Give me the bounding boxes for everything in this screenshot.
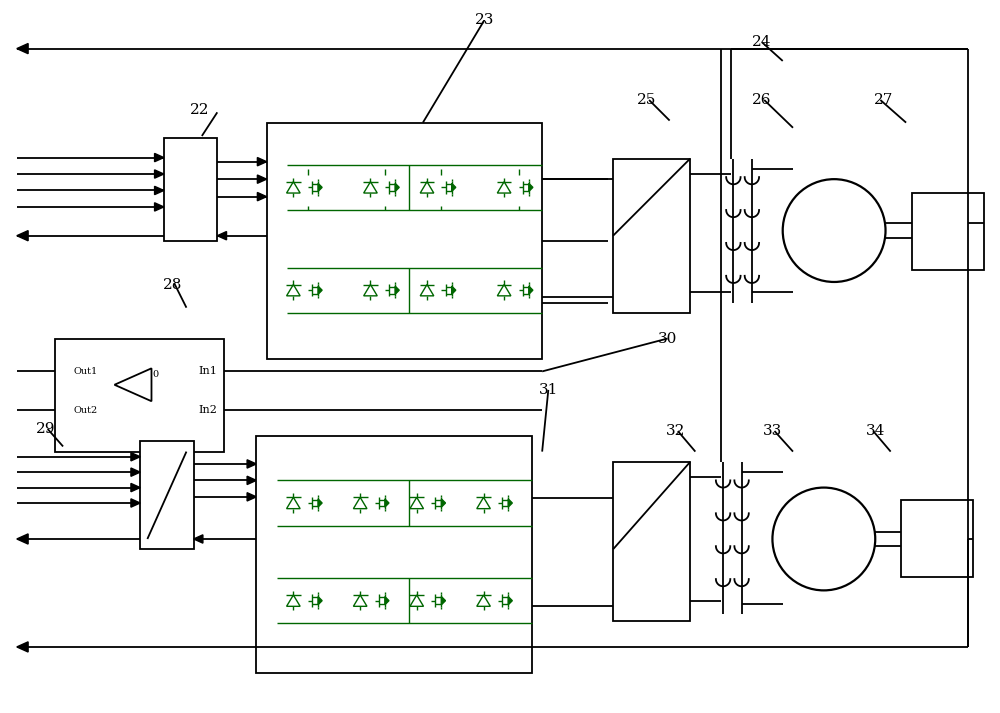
Text: 31: 31 <box>539 383 558 397</box>
Circle shape <box>772 488 875 590</box>
Polygon shape <box>287 498 300 508</box>
Bar <box>256 436 532 672</box>
Circle shape <box>783 179 886 282</box>
Polygon shape <box>131 453 140 461</box>
Polygon shape <box>247 476 256 485</box>
Bar <box>267 123 542 359</box>
Bar <box>901 500 973 577</box>
Polygon shape <box>247 460 256 468</box>
Bar <box>140 441 194 549</box>
Polygon shape <box>114 369 151 401</box>
Polygon shape <box>287 182 300 193</box>
Text: 0: 0 <box>153 370 159 379</box>
Polygon shape <box>420 284 434 296</box>
Polygon shape <box>385 499 389 507</box>
Polygon shape <box>17 642 28 652</box>
Polygon shape <box>155 202 164 211</box>
Polygon shape <box>452 286 456 294</box>
Text: 29: 29 <box>36 422 55 436</box>
Polygon shape <box>364 182 377 193</box>
Polygon shape <box>395 183 399 192</box>
Bar <box>613 462 690 621</box>
Text: 26: 26 <box>752 93 772 107</box>
Text: 23: 23 <box>475 13 494 27</box>
Polygon shape <box>353 498 367 508</box>
Polygon shape <box>257 175 267 183</box>
Text: 24: 24 <box>752 36 772 49</box>
Polygon shape <box>441 597 446 605</box>
Polygon shape <box>287 595 300 606</box>
Text: Out1: Out1 <box>73 367 98 376</box>
Polygon shape <box>508 597 512 605</box>
Polygon shape <box>257 158 267 166</box>
Polygon shape <box>508 499 512 507</box>
Polygon shape <box>420 182 434 193</box>
Polygon shape <box>318 597 322 605</box>
Polygon shape <box>529 183 533 192</box>
Text: 32: 32 <box>666 424 685 438</box>
Polygon shape <box>247 493 256 501</box>
Polygon shape <box>529 286 533 294</box>
Polygon shape <box>395 286 399 294</box>
Polygon shape <box>131 468 140 476</box>
Polygon shape <box>131 483 140 492</box>
Polygon shape <box>131 499 140 507</box>
Polygon shape <box>17 230 28 241</box>
Bar <box>164 138 217 241</box>
Polygon shape <box>452 183 456 192</box>
Polygon shape <box>17 534 28 544</box>
Polygon shape <box>410 498 424 508</box>
Text: In1: In1 <box>198 366 217 376</box>
Polygon shape <box>318 286 322 294</box>
Polygon shape <box>318 499 322 507</box>
Bar <box>912 193 984 270</box>
Bar <box>613 158 690 313</box>
Polygon shape <box>410 595 424 606</box>
Polygon shape <box>385 597 389 605</box>
Polygon shape <box>17 43 28 53</box>
Text: 27: 27 <box>874 93 893 107</box>
Text: 28: 28 <box>163 278 183 292</box>
Text: 22: 22 <box>190 103 210 117</box>
Polygon shape <box>497 284 511 296</box>
Polygon shape <box>194 535 203 543</box>
Polygon shape <box>441 499 446 507</box>
Polygon shape <box>287 284 300 296</box>
Polygon shape <box>497 182 511 193</box>
Text: 25: 25 <box>637 93 657 107</box>
Polygon shape <box>353 595 367 606</box>
Text: Out2: Out2 <box>73 406 98 415</box>
Text: 33: 33 <box>763 424 782 438</box>
Polygon shape <box>257 193 267 201</box>
Polygon shape <box>217 232 227 240</box>
Polygon shape <box>155 186 164 195</box>
Polygon shape <box>155 153 164 162</box>
Polygon shape <box>477 595 490 606</box>
Bar <box>55 339 224 451</box>
Polygon shape <box>477 498 490 508</box>
Polygon shape <box>155 170 164 178</box>
Text: 30: 30 <box>658 332 677 346</box>
Text: 34: 34 <box>866 424 885 438</box>
Polygon shape <box>318 183 322 192</box>
Polygon shape <box>364 284 377 296</box>
Text: In2: In2 <box>198 406 217 416</box>
